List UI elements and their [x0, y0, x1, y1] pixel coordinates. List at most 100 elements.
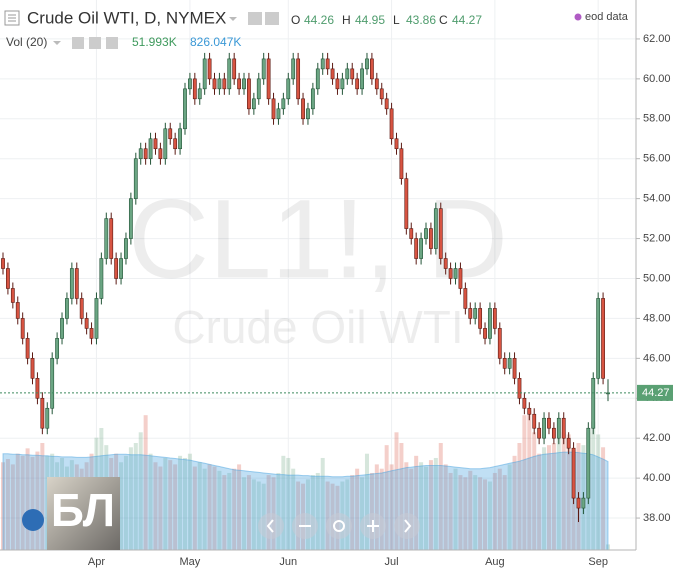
volume-bar: [325, 481, 330, 550]
volume-bar: [591, 421, 596, 550]
scroll-right-button[interactable]: [394, 513, 420, 539]
volume-bar: [187, 453, 192, 550]
volume-bar: [492, 472, 497, 550]
candle-body: [148, 138, 153, 160]
settings-icon[interactable]: [248, 12, 262, 25]
candle-body: [453, 268, 458, 279]
dropdown-arrow[interactable]: [229, 17, 237, 21]
volume-bar: [566, 434, 571, 550]
candle-body: [586, 427, 591, 499]
candle-body: [256, 78, 261, 100]
x-tick-label: Apr: [88, 556, 105, 568]
candle-body: [517, 378, 522, 399]
last-price-box: [637, 384, 673, 401]
candle-body: [566, 437, 571, 449]
logo-circle: [22, 509, 44, 531]
volume-bar: [532, 432, 537, 550]
candle-body: [6, 268, 10, 289]
volume-bar: [369, 472, 374, 550]
volume-bar: [542, 447, 547, 550]
volume-bar: [507, 464, 512, 550]
candle-body: [227, 58, 232, 90]
volume-bar: [138, 432, 143, 550]
ohlc-letter: L: [393, 13, 400, 27]
volume-bar: [158, 466, 163, 550]
candle-body: [414, 238, 419, 259]
volume-bar: [448, 472, 453, 550]
dropdown-arrow[interactable]: [53, 41, 61, 45]
candle-body: [237, 78, 241, 90]
time-axis-bg: [0, 550, 636, 571]
reset-button[interactable]: [326, 513, 352, 539]
volume-bar: [487, 481, 492, 550]
candle-body: [261, 58, 266, 80]
candle-body: [537, 427, 542, 439]
ohlc-letter: O: [291, 13, 300, 27]
close-icon[interactable]: [106, 37, 118, 49]
candle-body: [119, 258, 123, 279]
candle-body: [527, 407, 532, 415]
candle-body: [69, 268, 74, 299]
y-tick-label: 40.00: [643, 472, 671, 484]
candle-body: [330, 68, 335, 80]
candle-body: [561, 417, 566, 439]
x-tick-label: Sep: [588, 556, 608, 568]
candle-body: [301, 98, 305, 120]
candle-body: [492, 308, 497, 329]
candle-body: [296, 58, 301, 100]
settings-icon[interactable]: [89, 37, 101, 49]
candle-body: [291, 58, 296, 80]
candle-body: [99, 258, 104, 299]
icon: [266, 519, 274, 533]
menu-icon[interactable]: [4, 10, 20, 26]
candle-body: [89, 328, 94, 339]
candle-body: [458, 268, 463, 289]
volume-bar: [483, 479, 488, 550]
candle-body: [399, 148, 404, 179]
y-tick-label: 48.00: [643, 312, 671, 324]
candle-body: [596, 298, 601, 379]
candle-body: [25, 338, 30, 359]
volume-bar: [497, 468, 502, 550]
ohlc-value: 43.86: [406, 13, 436, 27]
candle-body: [551, 427, 556, 439]
candle-body: [192, 78, 197, 100]
volume-bar: [246, 475, 251, 550]
settings-icon[interactable]: [72, 37, 84, 49]
volume-bar: [20, 455, 25, 550]
volume-bar: [5, 459, 10, 550]
volume-bar: [360, 477, 365, 550]
volume-bar: [30, 456, 35, 550]
y-tick-label: 50.00: [643, 272, 671, 284]
candle-body: [271, 98, 276, 120]
settings-icon[interactable]: [265, 12, 279, 25]
volume-bar: [286, 457, 291, 550]
volume-bar: [281, 455, 286, 550]
volume-bar: [502, 475, 507, 550]
volume-bar: [384, 445, 389, 550]
watermark: CL1!, D: [128, 177, 508, 302]
candle-body: [306, 108, 310, 120]
volume-ma-area: [2, 451, 609, 551]
volume-bar: [374, 464, 379, 550]
scroll-left-button[interactable]: [258, 513, 284, 539]
volume-bar: [389, 464, 394, 550]
candle-body: [547, 417, 551, 429]
candle-body: [532, 413, 537, 429]
volume-bar: [237, 464, 242, 550]
x-tick-label: Jun: [279, 556, 297, 568]
volume-bar: [428, 460, 433, 550]
volume-bar: [537, 453, 542, 550]
source-note: eod data: [585, 11, 629, 23]
candle-body: [507, 358, 512, 369]
volume-bar: [153, 462, 158, 550]
candle-layer: [1, 52, 610, 523]
candle-body: [84, 318, 89, 329]
volume-bar: [355, 468, 360, 550]
volume-bar: [463, 477, 468, 550]
volume-bar: [251, 479, 256, 550]
candle-body: [40, 397, 45, 429]
candle-body: [374, 78, 379, 90]
candle-body: [60, 318, 64, 339]
y-tick-label: 56.00: [643, 153, 671, 165]
